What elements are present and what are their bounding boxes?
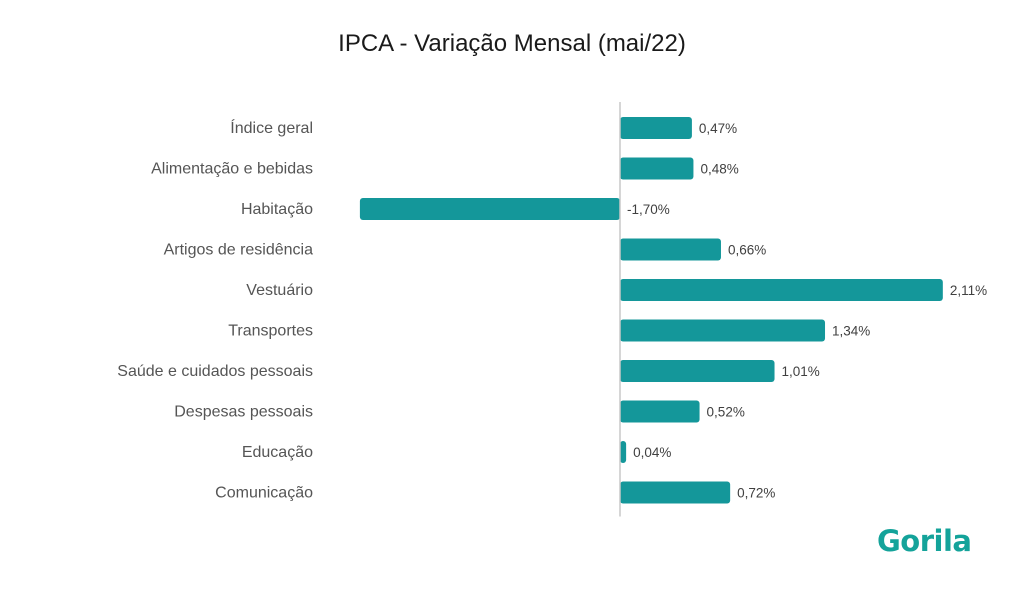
bar-7 (620, 400, 700, 423)
bar-9 (620, 481, 731, 504)
bar-5 (620, 319, 826, 342)
bar-1 (620, 157, 694, 180)
category-label: Vestuário (246, 282, 313, 299)
data-label: 0,47% (699, 121, 737, 136)
category-label: Despesas pessoais (174, 404, 313, 421)
category-label: Transportes (228, 323, 313, 340)
category-label: Saúde e cuidados pessoais (117, 363, 313, 380)
data-label: 0,04% (633, 445, 671, 460)
data-label: 1,01% (782, 364, 820, 379)
data-label: 0,66% (728, 243, 766, 258)
category-label: Índice geral (230, 118, 313, 137)
data-label: -1,70% (627, 202, 670, 217)
data-label: 0,48% (700, 162, 738, 177)
category-label: Educação (242, 444, 313, 461)
bar-4 (620, 279, 943, 301)
bars-layer (359, 117, 943, 504)
gorila-logo: Gorila (877, 524, 972, 558)
data-label: 0,52% (707, 405, 745, 420)
bar-6 (620, 360, 775, 382)
category-label: Alimentação e bebidas (151, 161, 313, 178)
chart-title: IPCA - Variação Mensal (mai/22) (338, 30, 686, 57)
bar-3 (620, 238, 721, 261)
labels-layer: Índice geral 0,47% Alimentação e bebidas 0,… (117, 118, 987, 502)
data-label: 0,72% (737, 486, 775, 501)
category-label: Artigos de residência (164, 242, 314, 259)
data-label: 1,34% (832, 324, 870, 339)
category-label: Habitação (241, 201, 313, 218)
bar-0 (620, 117, 692, 139)
bar-2 (359, 198, 620, 220)
data-label: 2,11% (950, 283, 987, 298)
category-label: Comunicação (215, 485, 313, 502)
bar-8 (620, 441, 627, 463)
